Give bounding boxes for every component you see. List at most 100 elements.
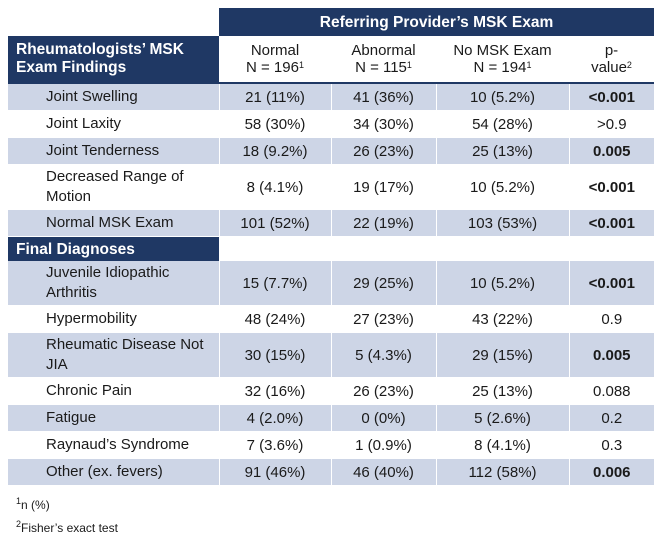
column-header-line2: value <box>591 59 627 76</box>
table-row: Other (ex. fevers) 91 (46%) 46 (40%) 112 (5… <box>8 458 655 486</box>
footnote-marker: 1 <box>526 60 532 70</box>
cell-no-msk-exam: 10 (5.2%) <box>435 164 569 210</box>
cell-abnormal: 22 (19%) <box>330 209 436 237</box>
footnote-1: 1n (%) <box>16 496 50 512</box>
cell-abnormal: 26 (23%) <box>330 137 436 165</box>
table-row: Raynaud’s Syndrome 7 (3.6%) 1 (0.9%) 8 (4.1… <box>8 431 655 459</box>
column-header-abnormal: Abnormal N = 1151 <box>331 36 436 84</box>
cell-normal: 7 (3.6%) <box>218 431 331 459</box>
cell-p-value: 0.088 <box>568 377 655 405</box>
cell-p-value: 0.9 <box>568 305 655 333</box>
footnote-marker: 1 <box>298 60 304 70</box>
footnote-marker: 1 <box>16 496 22 506</box>
cell-p-value: 0.3 <box>568 431 655 459</box>
column-header-p-value: p- value2 <box>569 36 655 84</box>
cell-normal: 91 (46%) <box>218 458 331 486</box>
cell-no-msk-exam: 43 (22%) <box>435 305 569 333</box>
cell-normal: 58 (30%) <box>218 110 331 138</box>
cell-normal: 8 (4.1%) <box>218 164 331 210</box>
cell-normal: 101 (52%) <box>218 209 331 237</box>
column-header-line2: N = 194 <box>473 59 527 76</box>
section-header-exam-findings: Rheumatologists’ MSK Exam Findings <box>8 36 219 84</box>
cell-p-value: <0.001 <box>568 83 655 111</box>
referring-provider-header: Referring Provider’s MSK Exam <box>219 8 655 36</box>
row-label: Hypermobility <box>8 305 219 333</box>
cell-abnormal: 29 (25%) <box>330 261 436 306</box>
table-row: Joint Laxity 58 (30%) 34 (30%) 54 (28%) >0.9 <box>8 110 655 138</box>
table-row: Normal MSK Exam 101 (52%) 22 (19%) 103 (53%… <box>8 209 655 237</box>
cell-no-msk-exam: 10 (5.2%) <box>435 261 569 306</box>
row-label: Juvenile Idiopathic Arthritis <box>8 261 219 306</box>
row-label: Decreased Range of Motion <box>8 164 219 210</box>
table-row: Juvenile Idiopathic Arthritis 15 (7.7%) 29… <box>8 261 655 306</box>
cell-no-msk-exam: 29 (15%) <box>435 332 569 378</box>
cell-p-value: <0.001 <box>568 261 655 306</box>
header-band-row: Referring Provider’s MSK Exam <box>8 8 655 36</box>
column-header-line1: Abnormal <box>351 42 416 59</box>
cell-abnormal: 46 (40%) <box>330 458 436 486</box>
cell-p-value: 0.005 <box>568 137 655 165</box>
cell-p-value: 0.2 <box>568 404 655 432</box>
cell-no-msk-exam: 8 (4.1%) <box>435 431 569 459</box>
cell-normal: 15 (7.7%) <box>218 261 331 306</box>
cell-p-value: <0.001 <box>568 164 655 210</box>
cell-p-value: >0.9 <box>568 110 655 138</box>
footnote-text: n (%) <box>21 498 50 512</box>
section-header-final-diagnoses: Final Diagnoses <box>8 236 219 261</box>
row-label: Fatigue <box>8 404 219 432</box>
footnote-marker: 2 <box>626 60 632 70</box>
cell-no-msk-exam: 25 (13%) <box>435 377 569 405</box>
results-table-container: Referring Provider’s MSK Exam Rheumatolo… <box>8 8 655 486</box>
table-row: Fatigue 4 (2.0%) 0 (0%) 5 (2.6%) 0.2 <box>8 404 655 432</box>
table-row: Chronic Pain 32 (16%) 26 (23%) 25 (13%) 0.08… <box>8 377 655 405</box>
cell-no-msk-exam: 54 (28%) <box>435 110 569 138</box>
cell-p-value: 0.005 <box>568 332 655 378</box>
column-header-line1: p- <box>604 42 619 59</box>
row-label: Rheumatic Disease Not JIA <box>8 332 219 378</box>
cell-normal: 48 (24%) <box>218 305 331 333</box>
row-label: Joint Swelling <box>8 83 219 111</box>
header-band-spacer <box>8 8 219 36</box>
cell-abnormal: 34 (30%) <box>330 110 436 138</box>
cell-p-value: <0.001 <box>568 209 655 237</box>
cell-normal: 32 (16%) <box>218 377 331 405</box>
final-diagnoses-body: Juvenile Idiopathic Arthritis 15 (7.7%) 29… <box>8 261 655 486</box>
row-label: Chronic Pain <box>8 377 219 405</box>
cell-no-msk-exam: 5 (2.6%) <box>435 404 569 432</box>
column-header-line2: N = 196 <box>246 59 299 76</box>
cell-abnormal: 27 (23%) <box>330 305 436 333</box>
table-row: Joint Swelling 21 (11%) 41 (36%) 10 (5.2%) <… <box>8 83 655 111</box>
table-row: Joint Tenderness 18 (9.2%) 26 (23%) 25 (13%… <box>8 137 655 165</box>
cell-p-value: 0.006 <box>568 458 655 486</box>
column-header-line1: Normal <box>250 42 300 59</box>
cell-no-msk-exam: 103 (53%) <box>435 209 569 237</box>
row-label: Other (ex. fevers) <box>8 458 219 486</box>
footnote-2: 2Fisher’s exact test <box>16 519 118 535</box>
row-label: Joint Laxity <box>8 110 219 138</box>
footnote-marker: 2 <box>16 519 22 529</box>
cell-abnormal: 1 (0.9%) <box>330 431 436 459</box>
row-label: Joint Tenderness <box>8 137 219 165</box>
footnote-text: Fisher’s exact test <box>21 521 118 535</box>
column-header-row: Rheumatologists’ MSK Exam Findings Norma… <box>8 36 655 84</box>
cell-normal: 21 (11%) <box>218 83 331 111</box>
results-table: Referring Provider’s MSK Exam Rheumatolo… <box>8 8 655 486</box>
cell-no-msk-exam: 25 (13%) <box>435 137 569 165</box>
column-header-no-msk-exam: No MSK Exam N = 1941 <box>436 36 569 84</box>
section-header-spacer <box>219 236 655 261</box>
cell-normal: 4 (2.0%) <box>218 404 331 432</box>
exam-findings-body: Joint Swelling 21 (11%) 41 (36%) 10 (5.2%) <… <box>8 83 655 237</box>
table-row: Hypermobility 48 (24%) 27 (23%) 43 (22%) 0.9 <box>8 305 655 333</box>
table-row: Decreased Range of Motion 8 (4.1%) 19 (17%… <box>8 164 655 210</box>
row-label: Normal MSK Exam <box>8 209 219 237</box>
column-header-line2: N = 115 <box>355 59 407 76</box>
cell-abnormal: 41 (36%) <box>330 83 436 111</box>
section-header-row: Final Diagnoses <box>8 236 655 261</box>
section-title-line2: Exam Findings <box>16 59 127 76</box>
row-label: Raynaud’s Syndrome <box>8 431 219 459</box>
cell-abnormal: 19 (17%) <box>330 164 436 210</box>
cell-no-msk-exam: 112 (58%) <box>435 458 569 486</box>
cell-abnormal: 5 (4.3%) <box>330 332 436 378</box>
section-title-line1: Rheumatologists’ MSK <box>16 41 184 58</box>
column-header-line1: No MSK Exam <box>453 42 552 59</box>
